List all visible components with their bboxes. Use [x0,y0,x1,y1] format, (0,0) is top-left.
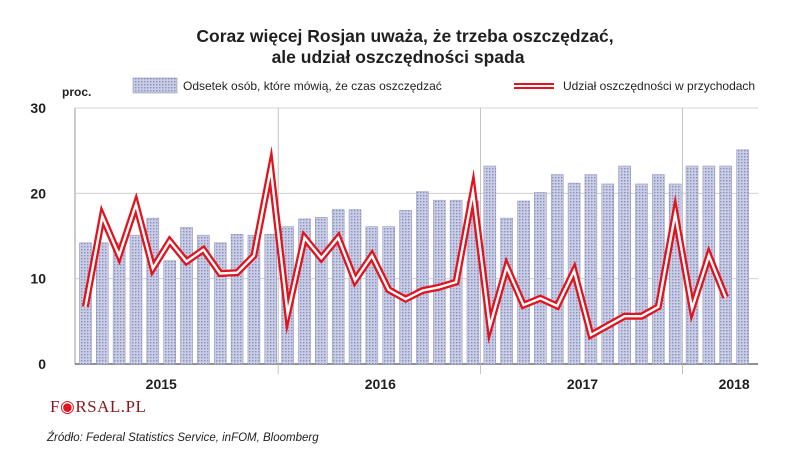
bar-11 [264,234,278,365]
forsal-logo: F◉RSAL.PL [50,397,146,416]
bar-39 [736,149,749,365]
y-tick-10: 10 [30,271,46,287]
legend-label-line: Udział oszczędności w przychodach [563,79,755,93]
bar-2 [112,242,126,365]
y-tick-0: 0 [38,356,46,372]
bar-21 [433,199,446,365]
bar-1 [96,242,109,365]
source-note: Źródło: Federal Statistics Service, inFO… [46,431,319,444]
y-tick-20: 20 [30,185,46,201]
unit-label: proc. [62,85,91,99]
bar-32 [618,165,631,365]
y-tick-30: 30 [30,100,46,116]
year-label-2016: 2016 [365,376,396,392]
legend-label-bars: Odsetek osób, które mówią, że czas oszcz… [183,79,442,93]
bar-14 [315,216,328,365]
bar-6 [180,227,193,365]
bar-10 [247,234,261,365]
year-label-2018: 2018 [719,376,750,392]
bar-38 [719,165,732,365]
bar-9 [230,234,244,365]
bar-8 [213,242,227,365]
bar-31 [601,183,615,365]
chart-title-line-2: ale udział oszczędności spada [272,47,525,67]
year-label-2015: 2015 [146,376,177,392]
bar-3 [129,234,143,365]
bar-28 [550,174,564,365]
bar-26 [517,200,530,365]
bar-7 [197,234,210,365]
chart-title-line-1: Coraz więcej Rosjan uważa, że trzeba osz… [196,26,613,46]
year-label-2017: 2017 [567,376,598,392]
bar-17 [365,226,379,365]
bar-20 [416,191,429,365]
bar-16 [348,209,362,365]
legend-swatch-bars [132,77,178,94]
savings-line-inner [84,160,727,337]
bar-27 [534,192,547,365]
bar-5 [163,260,176,365]
bar-19 [399,210,412,365]
bar-33 [635,183,648,365]
